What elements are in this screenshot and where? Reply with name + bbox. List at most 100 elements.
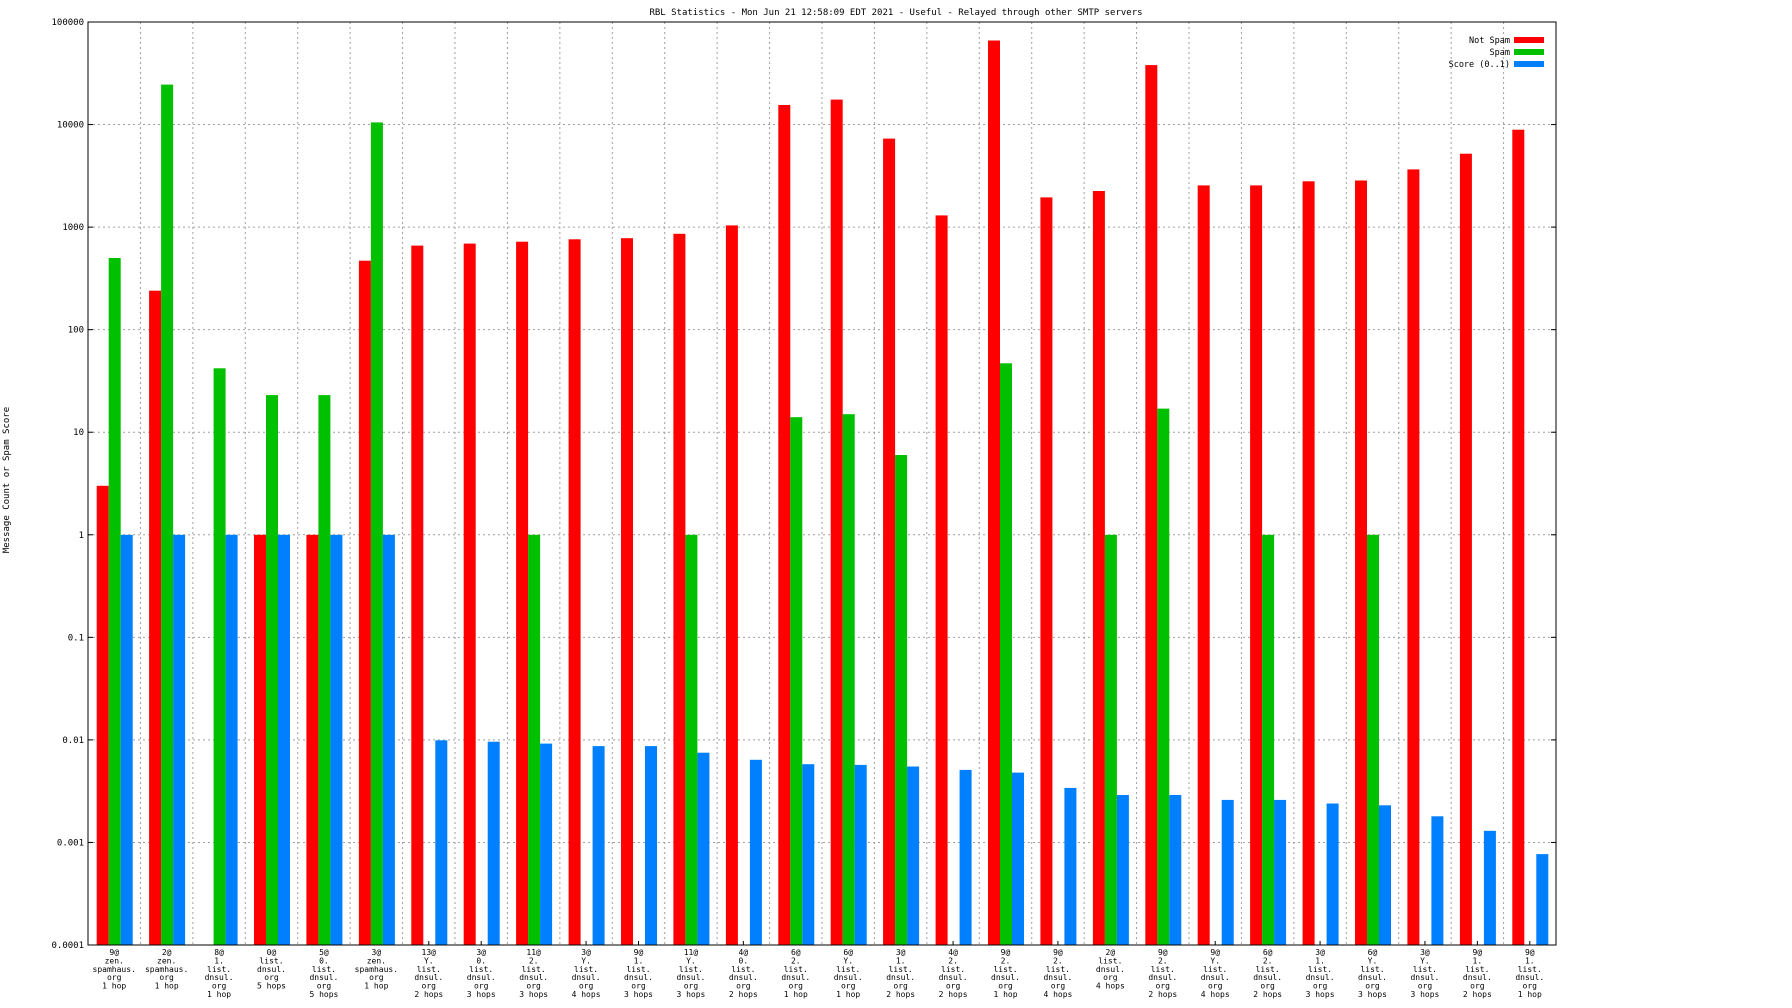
bar-spam-17 xyxy=(1000,363,1012,945)
x-category-line: dnsul. xyxy=(1201,973,1230,982)
plot-frame xyxy=(87,21,1557,946)
x-category-line: Y. xyxy=(581,956,591,965)
bar-score-0-1-3 xyxy=(278,534,290,945)
bar-score-0-1-1 xyxy=(173,534,186,945)
bar-not-spam-0 xyxy=(96,485,109,945)
x-category-line: 3@ xyxy=(581,948,591,957)
x-category-line: dnsul. xyxy=(309,973,338,982)
x-category-line: 1 hop xyxy=(102,982,126,991)
grid-lines xyxy=(88,22,1556,945)
x-category-line: dnsul. xyxy=(729,973,758,982)
x-category-label-17: 9@ 2. list. dnsul. org 1 hop xyxy=(991,948,1020,999)
bar-spam-13 xyxy=(790,417,803,945)
x-category-line: list. xyxy=(1413,965,1437,974)
bar-spam-24 xyxy=(1367,534,1379,945)
x-category-line: spamhaus. xyxy=(93,965,136,974)
x-category-line: 4 hops xyxy=(1201,990,1230,999)
x-category-label-4: 5@ 0. list. dnsul. org 5 hops xyxy=(309,948,338,999)
x-category-line: dnsul. xyxy=(991,973,1020,982)
x-category-line: 2. xyxy=(1001,956,1011,965)
x-category-line: org xyxy=(579,982,594,991)
bar-not-spam-25 xyxy=(1407,169,1420,945)
bar-not-spam-4 xyxy=(306,534,319,945)
x-category-line: 2 hops xyxy=(729,990,758,999)
x-category-line: 9@ xyxy=(1158,948,1168,957)
bar-not-spam-5 xyxy=(358,260,371,945)
x-category-line: org xyxy=(1313,982,1328,991)
x-category-line: dnsul. xyxy=(1463,973,1492,982)
x-category-line: dnsul. xyxy=(624,973,653,982)
legend-swatch-1 xyxy=(1514,49,1544,55)
x-category-line: dnsul. xyxy=(414,973,443,982)
x-category-line: dnsul. xyxy=(1358,973,1387,982)
bar-not-spam-9 xyxy=(568,239,581,946)
x-category-line: Y. xyxy=(424,956,434,965)
bar-not-spam-12 xyxy=(725,225,738,945)
x-category-line: list. xyxy=(469,965,493,974)
bar-score-0-1-25 xyxy=(1431,816,1444,945)
bar-spam-3 xyxy=(266,395,278,946)
x-category-line: org xyxy=(107,973,122,982)
x-category-line: 2 hops xyxy=(886,990,915,999)
x-category-label-19: 2@ list. dnsul. org 4 hops xyxy=(1096,948,1125,991)
x-category-line: org xyxy=(1103,973,1118,982)
x-category-line: 4@ xyxy=(948,948,958,957)
x-category-line: 5 hops xyxy=(257,982,286,991)
x-category-line: 1 hop xyxy=(207,990,231,999)
bar-spam-8 xyxy=(528,534,541,945)
bar-not-spam-8 xyxy=(516,241,529,945)
x-category-label-15: 3@ 1. list. dnsul. org 2 hops xyxy=(886,948,915,999)
x-category-line: zen. xyxy=(367,956,386,965)
bar-score-0-1-13 xyxy=(802,764,815,945)
x-category-line: 11@ xyxy=(684,948,699,957)
x-category-line: 3@ xyxy=(372,948,382,957)
bar-score-0-1-5 xyxy=(382,534,395,945)
x-category-line: 6@ xyxy=(1368,948,1378,957)
bar-not-spam-10 xyxy=(621,238,633,945)
bar-not-spam-26 xyxy=(1459,153,1472,945)
x-category-line: 9@ xyxy=(1001,948,1011,957)
x-category-line: dnsul. xyxy=(205,973,234,982)
x-category-line: 2 hops xyxy=(414,990,443,999)
x-category-line: list. xyxy=(1203,965,1227,974)
x-category-label-13: 6@ 2. list. dnsul. org 1 hop xyxy=(781,948,810,999)
x-category-label-21: 9@ Y. list. dnsul. org 4 hops xyxy=(1201,948,1230,999)
y-tick-label: 0.0001 xyxy=(51,941,84,951)
x-category-line: list. xyxy=(731,965,755,974)
x-category-line: list. xyxy=(626,965,650,974)
x-category-line: 3 hops xyxy=(519,990,548,999)
x-category-line: 2. xyxy=(1263,956,1273,965)
x-category-line: 9@ xyxy=(109,948,119,957)
x-category-line: 2@ xyxy=(162,948,172,957)
x-category-line: 1. xyxy=(1525,956,1535,965)
x-category-line: org xyxy=(998,982,1013,991)
x-category-line: dnsul. xyxy=(939,973,968,982)
x-category-line: 2. xyxy=(529,956,539,965)
y-tick-label: 10000 xyxy=(57,121,84,131)
bar-not-spam-23 xyxy=(1302,181,1315,946)
y-tick-label: 100000 xyxy=(51,18,84,28)
x-category-line: 3@ xyxy=(1420,948,1430,957)
x-category-line: org xyxy=(264,973,279,982)
x-category-line: 1 hop xyxy=(364,982,388,991)
x-category-line: org xyxy=(1470,982,1485,991)
x-category-line: 1. xyxy=(896,956,906,965)
x-category-line: 1. xyxy=(1473,956,1483,965)
x-category-label-14: 6@ Y. list. dnsul. org 1 hop xyxy=(834,948,863,999)
x-category-line: org xyxy=(841,982,856,991)
x-category-line: 9@ xyxy=(1053,948,1063,957)
bar-not-spam-18 xyxy=(1040,197,1053,945)
x-category-line: dnsul. xyxy=(834,973,863,982)
x-category-line: 0. xyxy=(319,956,329,965)
bar-spam-22 xyxy=(1262,534,1275,945)
x-category-line: 2 hops xyxy=(1253,990,1282,999)
legend-label-2: Score (0..1) xyxy=(1449,60,1510,70)
bar-not-spam-17 xyxy=(988,40,1000,945)
legend-label-0: Not Spam xyxy=(1469,36,1510,46)
x-category-line: list. xyxy=(207,965,231,974)
bar-score-0-1-19 xyxy=(1116,795,1129,945)
bar-score-0-1-9 xyxy=(592,746,605,945)
x-category-label-10: 9@ 1. list. dnsul. org 3 hops xyxy=(624,948,653,999)
x-category-line: org xyxy=(526,982,541,991)
x-category-line: 4 hops xyxy=(1096,982,1125,991)
